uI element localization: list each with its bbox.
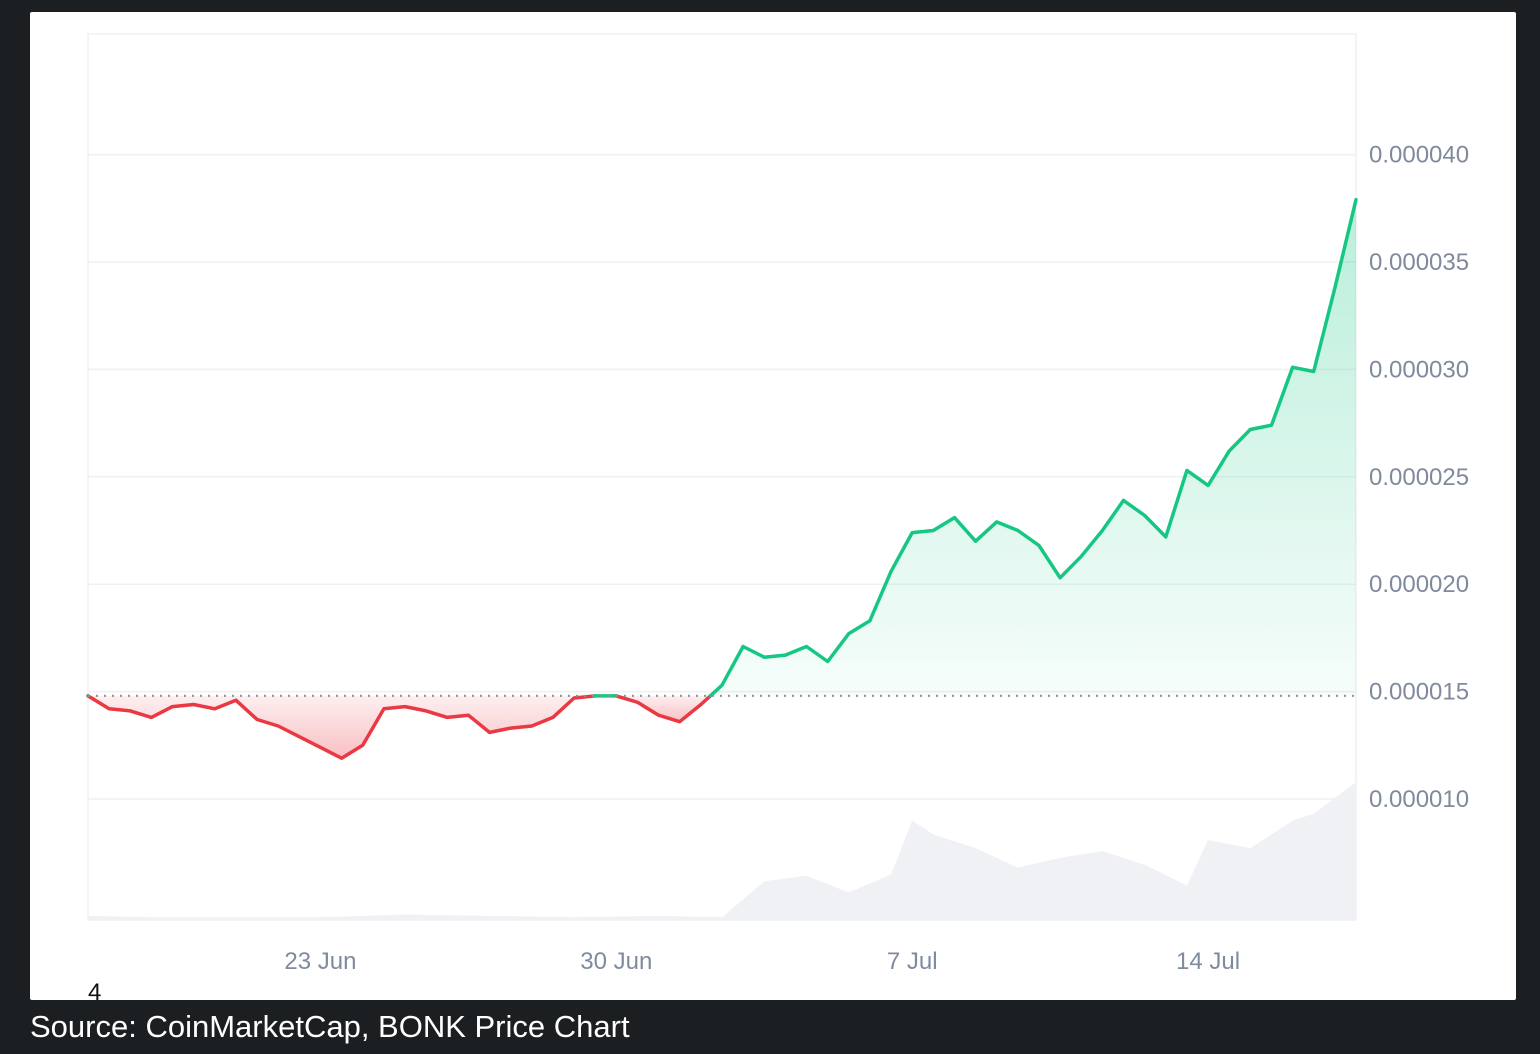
price-point <box>889 569 893 573</box>
price-point <box>382 707 386 711</box>
price-point <box>149 715 153 719</box>
price-point <box>805 645 808 648</box>
price-point <box>1058 576 1062 580</box>
price-point <box>1248 428 1252 431</box>
price-point <box>466 713 470 717</box>
price-point <box>995 520 999 524</box>
price-point <box>931 529 935 532</box>
y-tick-label: 0.000010 <box>1369 786 1469 813</box>
price-point <box>530 724 534 728</box>
price-point <box>1312 370 1316 373</box>
price-point <box>488 730 491 734</box>
price-point <box>1143 514 1147 517</box>
price-point <box>657 713 661 717</box>
y-tick-label: 0.000020 <box>1369 571 1469 598</box>
corner-label: 4 <box>88 979 101 1000</box>
x-tick-label: 7 Jul <box>887 948 938 975</box>
price-point <box>910 531 914 535</box>
price-point <box>974 539 978 543</box>
y-tick-label: 0.000015 <box>1369 679 1469 706</box>
y-tick-label: 0.000025 <box>1369 464 1469 491</box>
price-area-down <box>88 695 596 759</box>
price-chart: 0.000040 0.000035 0.000030 0.000025 0.000020… <box>86 33 1469 1000</box>
price-point <box>1016 529 1020 532</box>
x-tick-label: 30 Jun <box>580 948 652 975</box>
price-point <box>1354 198 1358 202</box>
price-point <box>107 707 111 711</box>
price-point <box>1100 529 1104 532</box>
price-point <box>319 745 322 749</box>
y-tick-label: 0.000035 <box>1369 249 1469 276</box>
price-point <box>1291 365 1295 369</box>
price-point <box>826 660 830 663</box>
price-point <box>1333 286 1337 290</box>
price-point <box>234 698 238 702</box>
x-tick-label: 14 Jul <box>1176 948 1240 975</box>
price-point <box>1185 468 1189 472</box>
price-point <box>297 735 301 739</box>
price-point <box>424 709 428 713</box>
price-point <box>572 696 576 700</box>
price-point <box>255 718 259 721</box>
price-point <box>1270 423 1273 427</box>
price-point <box>1206 483 1210 487</box>
chart-card: 0.000040 0.000035 0.000030 0.000025 0.000020… <box>30 12 1516 1000</box>
price-point <box>636 700 639 704</box>
price-point <box>847 632 851 636</box>
price-point <box>1079 554 1083 558</box>
price-point <box>361 743 365 747</box>
price-point <box>953 516 956 520</box>
price-point <box>699 703 703 706</box>
price-point <box>340 756 344 760</box>
y-tick-label: 0.000030 <box>1369 356 1469 383</box>
price-point <box>509 726 513 730</box>
price-point <box>783 653 787 657</box>
price-point <box>1037 544 1041 547</box>
price-point <box>720 683 724 687</box>
price-line-up <box>708 197 1358 698</box>
price-point <box>868 619 872 623</box>
volume-area <box>88 782 1356 920</box>
price-point <box>1227 449 1231 453</box>
price-point <box>445 715 449 719</box>
chart-caption: Source: CoinMarketCap, BONK Price Chart <box>30 1009 630 1044</box>
price-point <box>1122 498 1125 502</box>
y-tick-label: 0.000040 <box>1369 142 1469 169</box>
x-tick-label: 23 Jun <box>284 948 356 975</box>
price-point <box>213 707 217 711</box>
price-point <box>276 724 280 728</box>
price-point <box>678 720 682 724</box>
price-point <box>171 705 174 709</box>
price-line-down <box>614 694 713 724</box>
price-point <box>403 705 407 709</box>
price-point <box>551 715 555 719</box>
price-point <box>593 694 597 698</box>
price-point <box>192 703 196 706</box>
price-area-up <box>710 199 1356 696</box>
price-point <box>741 645 745 648</box>
price-point <box>128 709 132 713</box>
price-point <box>1164 535 1168 539</box>
price-point <box>762 655 766 659</box>
